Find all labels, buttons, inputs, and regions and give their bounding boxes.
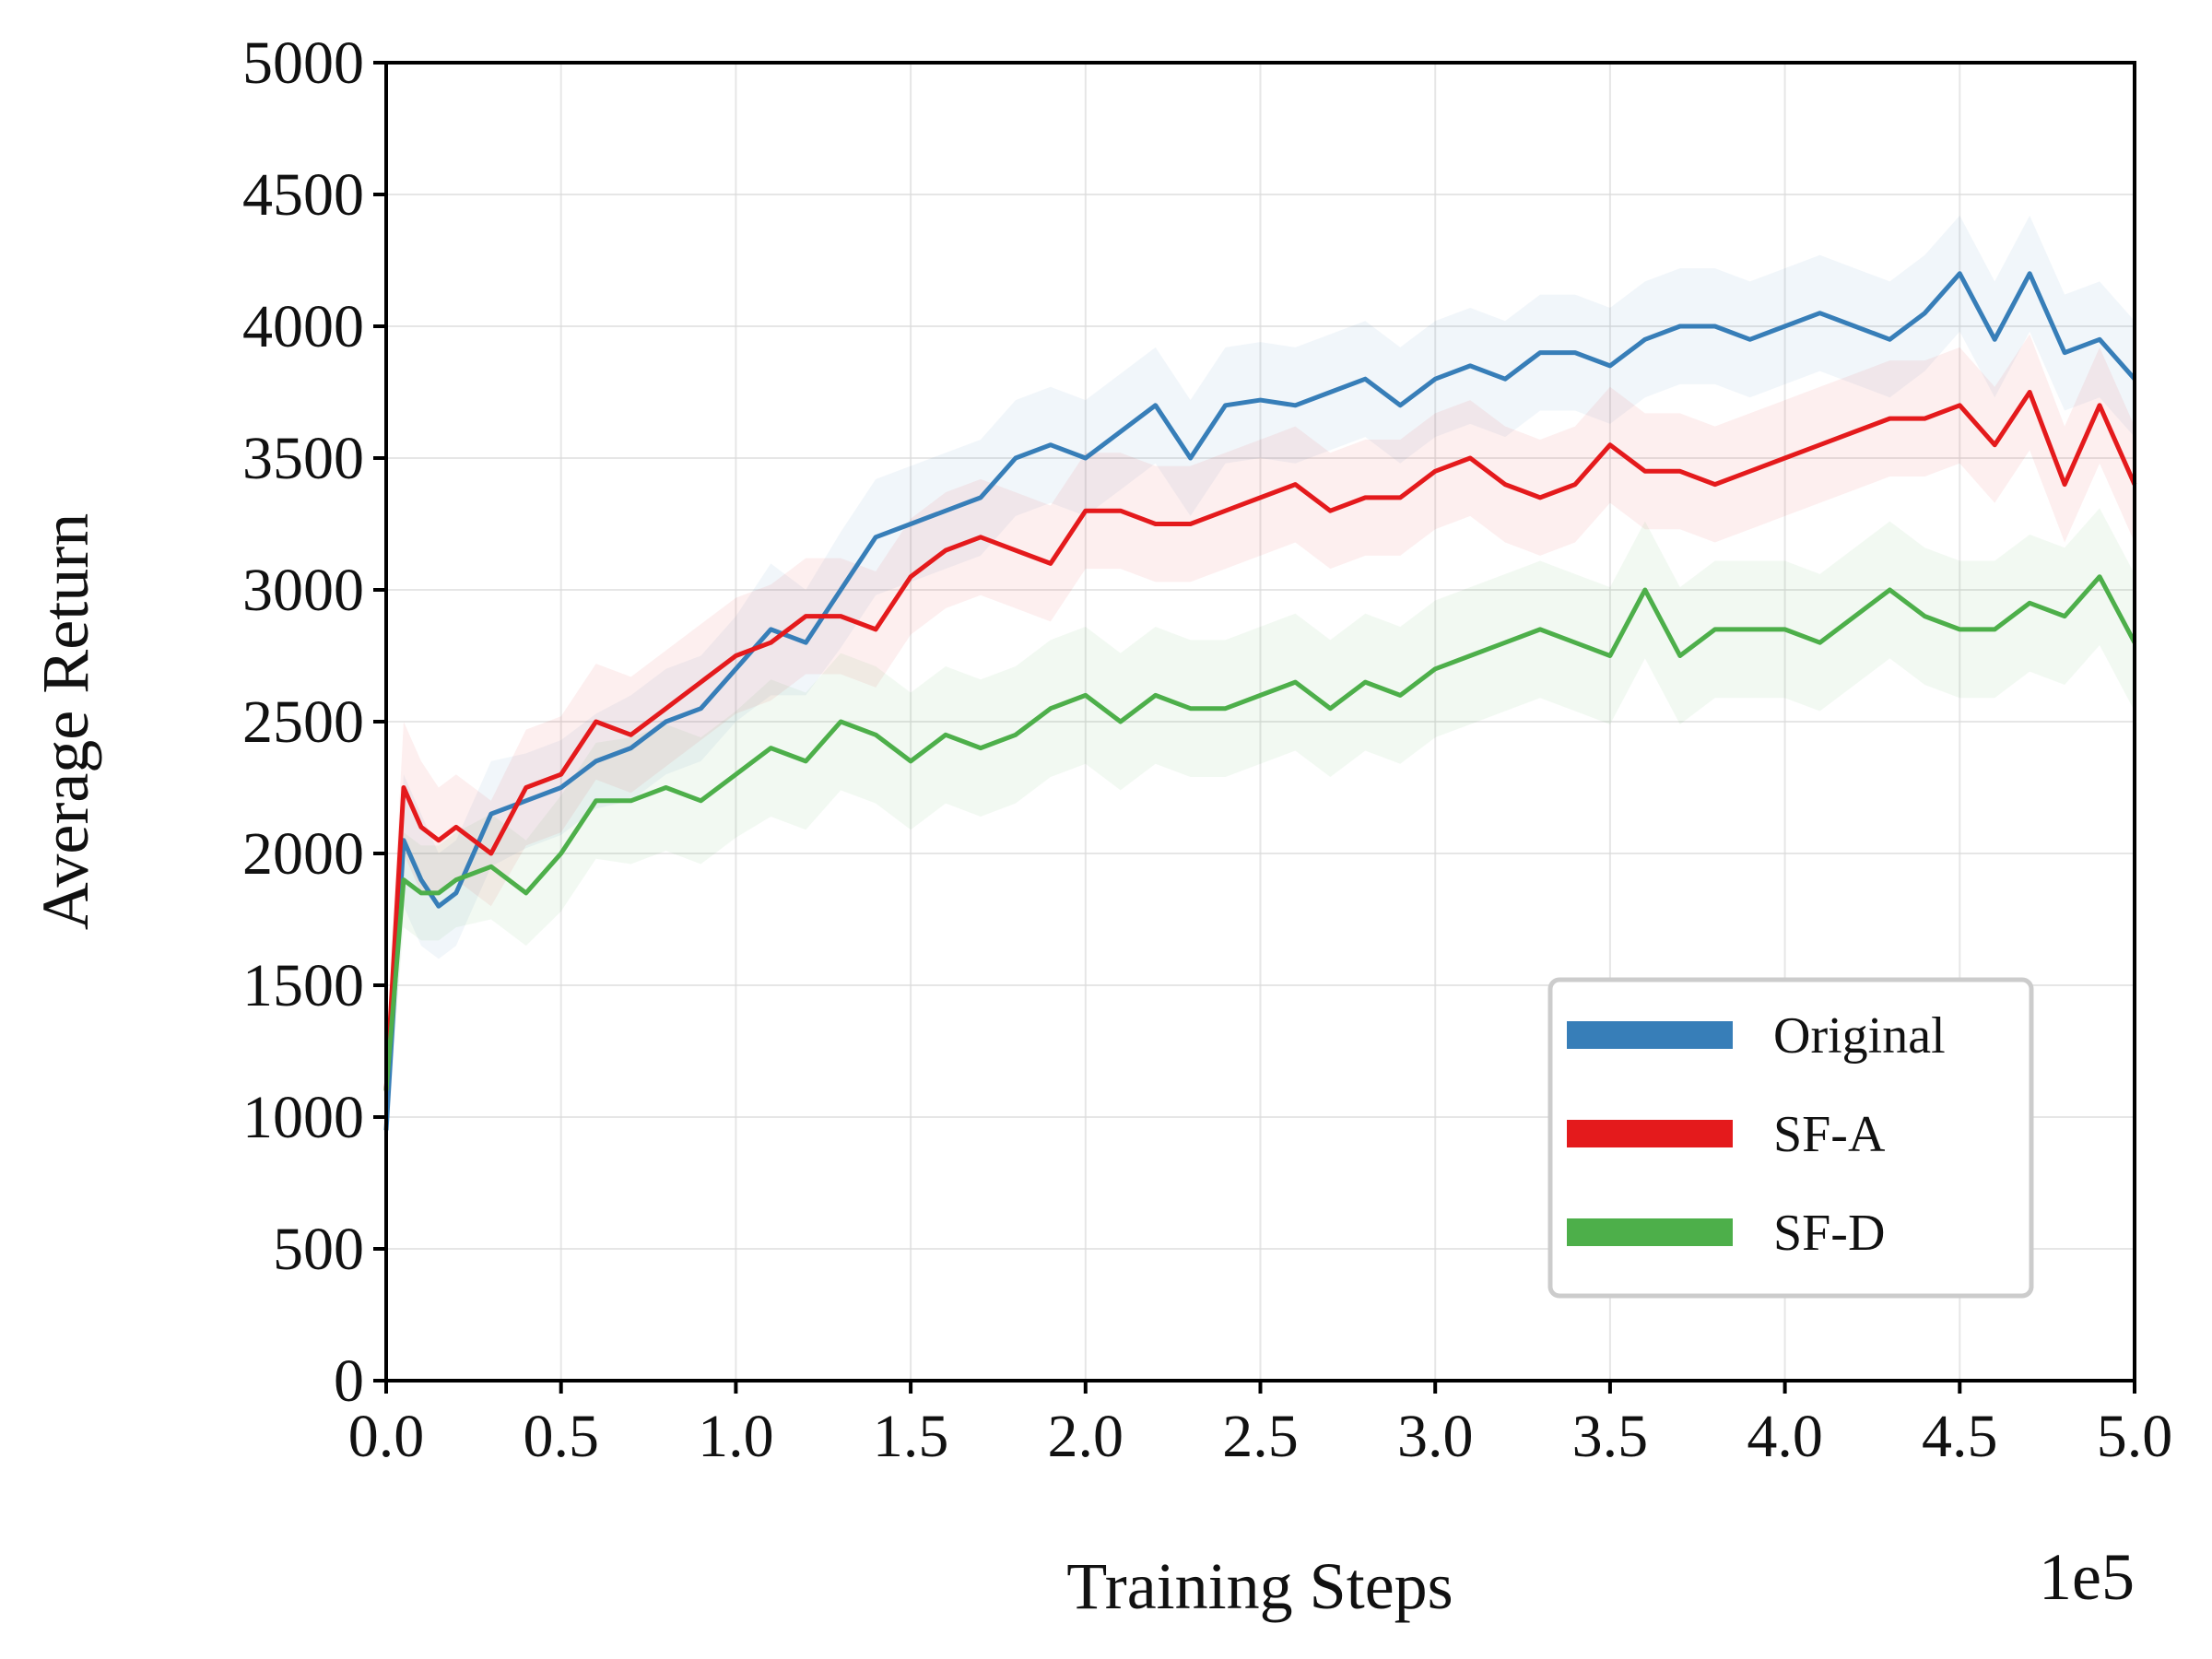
legend-label-sf-a: SF-A: [1773, 1106, 1886, 1163]
x-tick-label: 4.0: [1747, 1403, 1823, 1470]
confidence-bands: [386, 215, 2135, 1171]
y-tick-label: 500: [273, 1216, 364, 1283]
y-tick-label: 0: [334, 1347, 364, 1415]
legend-label-original: Original: [1773, 1007, 1946, 1065]
x-tick-label: 3.0: [1397, 1403, 1474, 1470]
series-line-sf-a: [383, 390, 2137, 1091]
x-tick-label: 1.0: [698, 1403, 774, 1470]
y-tick-label: 2500: [242, 688, 364, 756]
legend-label-sf-d: SF-D: [1773, 1205, 1885, 1262]
x-tick-label: 3.5: [1572, 1403, 1649, 1470]
series-line-sf-d: [383, 574, 2137, 1091]
y-tick-label: 3500: [242, 425, 364, 492]
band-original: [386, 215, 2135, 1171]
x-tick-label: 1.5: [873, 1403, 949, 1470]
x-axis-title: Training Steps: [1066, 1549, 1453, 1623]
y-tick-label: 3000: [242, 557, 364, 624]
y-tick-label: 5000: [242, 29, 364, 97]
y-tick-label: 4000: [242, 293, 364, 360]
legend-box: [1547, 977, 2034, 1299]
x-tick-label: 0.0: [348, 1403, 425, 1470]
band-sf-a: [386, 334, 2135, 1131]
y-tick-label: 4500: [242, 161, 364, 229]
y-tick-label: 2000: [242, 820, 364, 888]
x-tick-label: 2.0: [1048, 1403, 1124, 1470]
series-lines: [383, 271, 2137, 1131]
series-line-original: [383, 271, 2136, 1131]
legend: Original SF-A SF-D: [1547, 977, 2034, 1299]
y-axis-title: Average Return: [29, 513, 102, 930]
x-tick-label: 5.0: [2097, 1403, 2173, 1470]
band-sf-d: [386, 508, 2135, 1131]
axis-ticks: 0.0 0.5 1.0 1.5 2.0 2.5 3.0 3.5 4.0 4.5 5.0 0 500 100…: [242, 29, 2172, 1470]
y-tick-label: 1500: [242, 952, 364, 1019]
x-tick-label: 4.5: [1922, 1403, 1998, 1470]
x-axis-offset-text: 1e5: [2039, 1540, 2135, 1614]
x-tick-label: 2.5: [1222, 1403, 1299, 1470]
y-tick-label: 1000: [242, 1084, 364, 1151]
x-tick-label: 0.5: [523, 1403, 599, 1470]
